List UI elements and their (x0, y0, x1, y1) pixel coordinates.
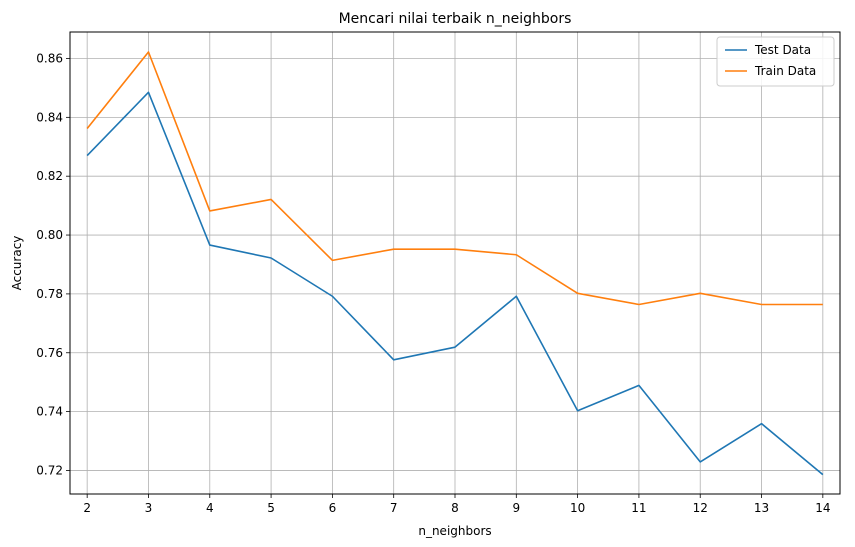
series-line-train-data (86, 51, 823, 306)
grid (70, 32, 840, 494)
x-tick-label: 11 (631, 501, 646, 515)
series-line-test-data (86, 91, 824, 476)
x-tick-label: 10 (570, 501, 585, 515)
x-tick-label: 8 (451, 501, 459, 515)
x-tick-label: 3 (145, 501, 153, 515)
y-tick-label: 0.78 (36, 287, 63, 301)
y-tick-label: 0.72 (36, 463, 63, 477)
x-tick-label: 6 (329, 501, 337, 515)
series-lines (86, 51, 824, 476)
y-axis-title: Accuracy (10, 236, 24, 291)
x-tick-label: 7 (390, 501, 398, 515)
x-tick-label: 9 (512, 501, 520, 515)
y-tick-label: 0.80 (36, 228, 63, 242)
chart-title: Mencari nilai terbaik n_neighbors (339, 11, 572, 27)
legend: Test Data Train Data (716, 36, 835, 87)
x-axis-title: n_neighbors (418, 524, 491, 538)
legend-label: Train Data (754, 64, 816, 78)
x-tick-label: 12 (693, 501, 708, 515)
y-tick-label: 0.76 (36, 346, 63, 360)
x-tick-label: 5 (267, 501, 275, 515)
y-tick-label: 0.86 (36, 51, 63, 65)
x-tick-label: 4 (206, 501, 214, 515)
x-tick-label: 2 (83, 501, 91, 515)
y-axis-ticks: 0.72 0.74 0.76 0.78 0.80 0.82 0.84 0.86 (36, 51, 70, 477)
x-tick-label: 13 (754, 501, 769, 515)
y-tick-label: 0.74 (36, 405, 63, 419)
y-tick-label: 0.82 (36, 169, 63, 183)
legend-label: Test Data (754, 43, 811, 57)
x-tick-label: 14 (815, 501, 830, 515)
y-tick-label: 0.84 (36, 110, 63, 124)
x-axis-ticks: 2 3 4 5 6 7 8 9 10 11 12 13 14 (83, 494, 830, 515)
